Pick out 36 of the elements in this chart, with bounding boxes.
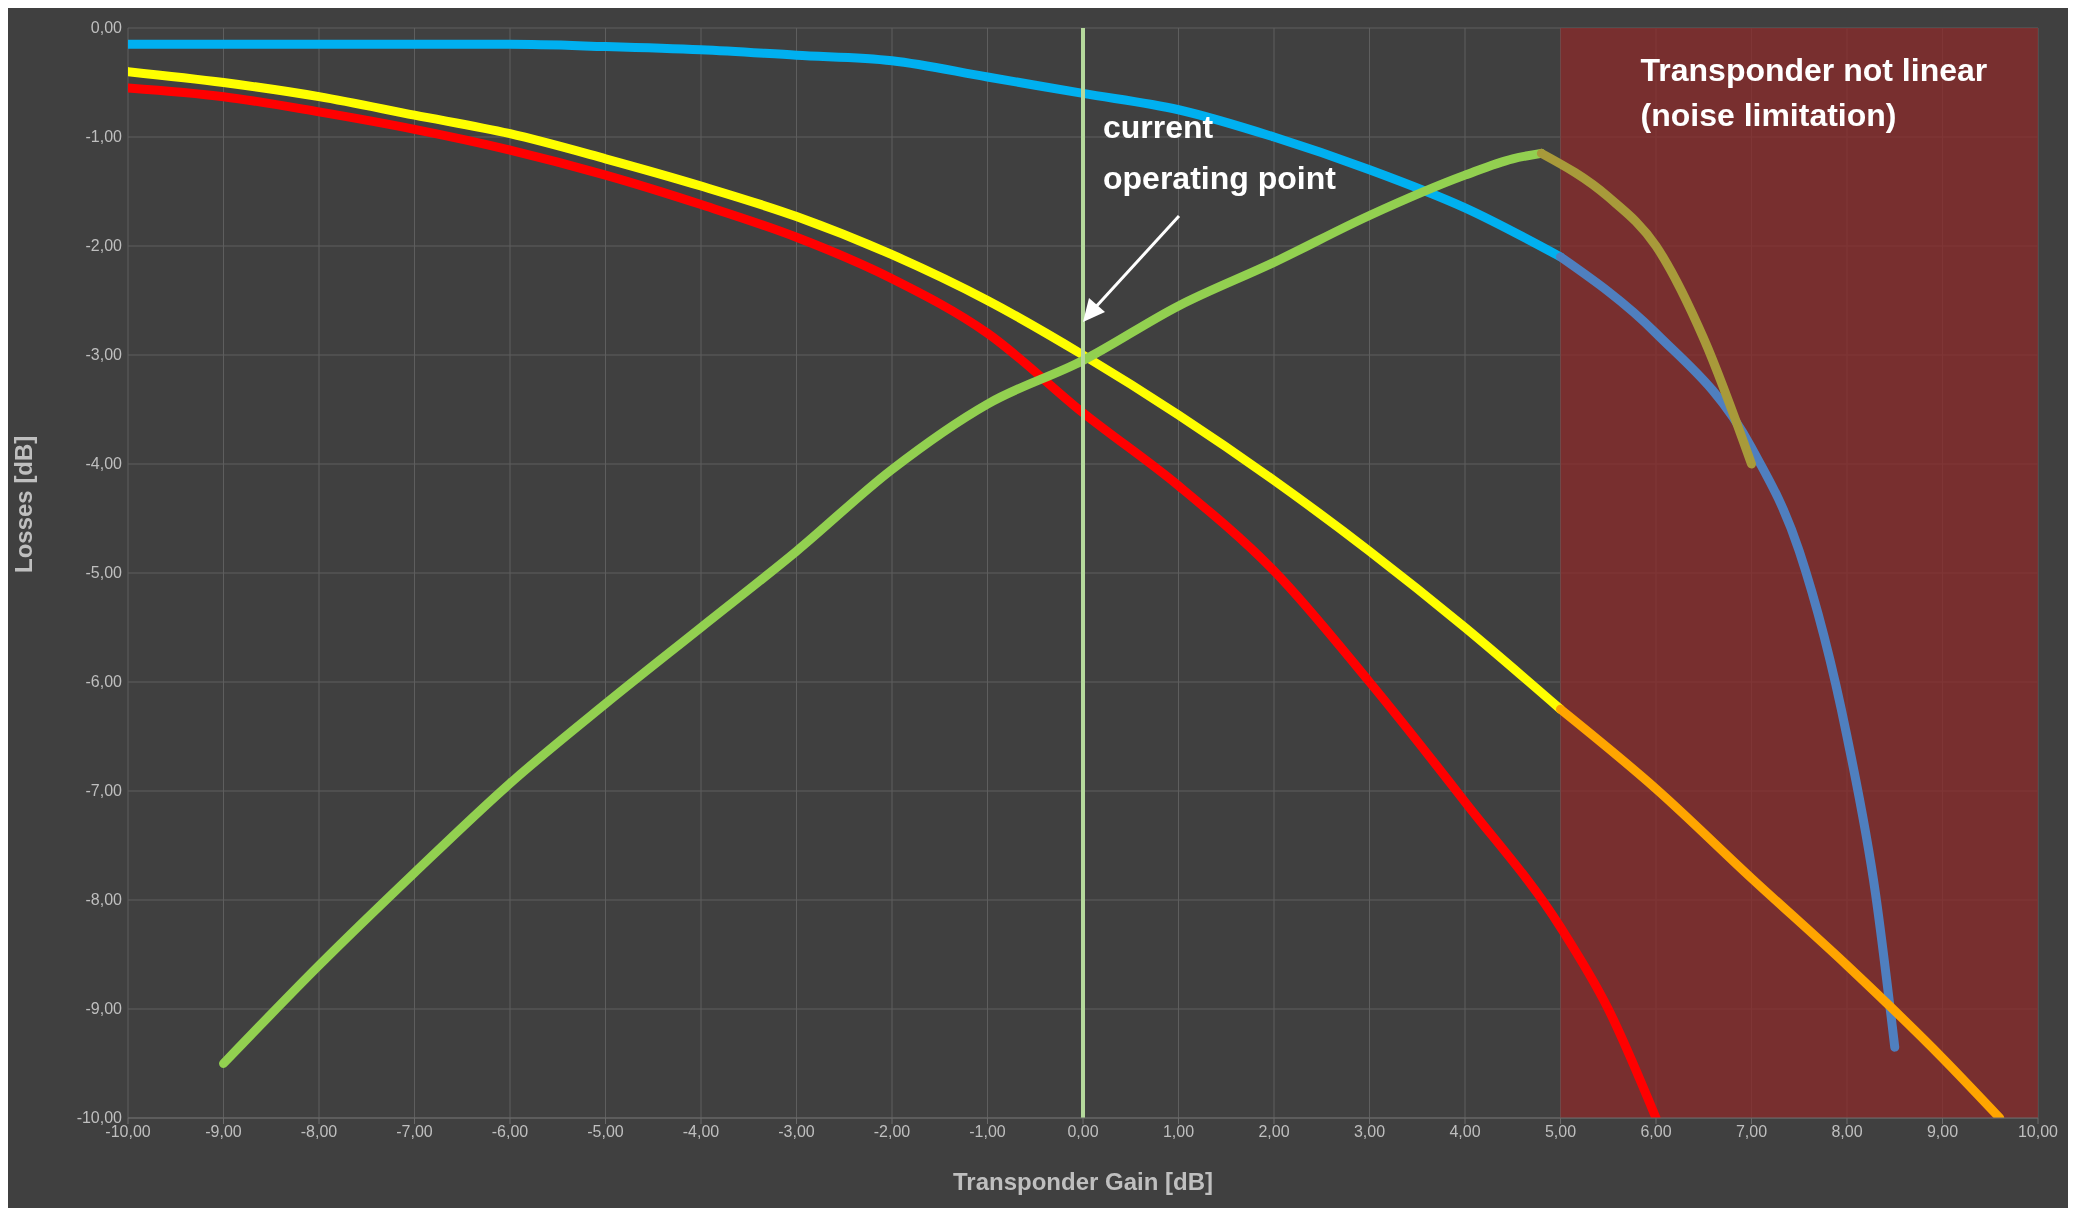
x-tick-label: 4,00	[1449, 1123, 1481, 1141]
x-tick-label: 3,00	[1353, 1123, 1386, 1141]
x-tick-label: 8,00	[1831, 1123, 1863, 1141]
x-tick-label: 2,00	[1258, 1123, 1290, 1141]
y-tick-label: -1,00	[85, 128, 123, 145]
x-tick-label: 5,00	[1544, 1123, 1577, 1141]
x-tick-label: 9,00	[1926, 1123, 1959, 1141]
y-tick-label: -8,00	[85, 891, 123, 908]
y-tick-label: -3,00	[85, 346, 123, 363]
x-tick-label: 0,00	[1067, 1123, 1099, 1141]
x-tick-label: -7,00	[396, 1123, 433, 1141]
y-tick-label: -10,00	[76, 1109, 123, 1126]
x-tick-label: -2,00	[873, 1123, 911, 1141]
y-tick-label: -2,00	[85, 237, 123, 254]
y-axis-title: Losses [dB]	[9, 435, 37, 573]
band-label: Transponder not linear (noise limitation)	[1640, 51, 1989, 135]
x-tick-label: -8,00	[300, 1123, 338, 1141]
x-tick-label: -10,00	[105, 1123, 151, 1141]
annotation: current operating point	[1103, 108, 1337, 199]
x-tick-label: -6,00	[491, 1123, 529, 1141]
y-tick-label: -6,00	[85, 673, 123, 690]
y-tick-label: -9,00	[85, 1000, 123, 1017]
x-tick-label: 7,00	[1735, 1123, 1768, 1141]
y-tick-label: -7,00	[85, 782, 123, 799]
x-tick-label: 10,00	[2017, 1123, 2059, 1141]
x-tick-label: -4,00	[682, 1123, 720, 1141]
y-tick-label: 0,00	[90, 19, 123, 36]
x-tick-label: -1,00	[969, 1123, 1006, 1141]
y-tick-label: -5,00	[85, 564, 123, 581]
y-tick-label: -4,00	[85, 455, 123, 472]
x-axis-title: Transponder Gain [dB]	[952, 1168, 1214, 1195]
x-tick-label: -3,00	[778, 1123, 815, 1141]
x-tick-label: -9,00	[205, 1123, 242, 1141]
x-tick-label: 1,00	[1162, 1123, 1195, 1141]
x-tick-label: 6,00	[1640, 1123, 1672, 1141]
x-tick-label: -5,00	[587, 1123, 624, 1141]
